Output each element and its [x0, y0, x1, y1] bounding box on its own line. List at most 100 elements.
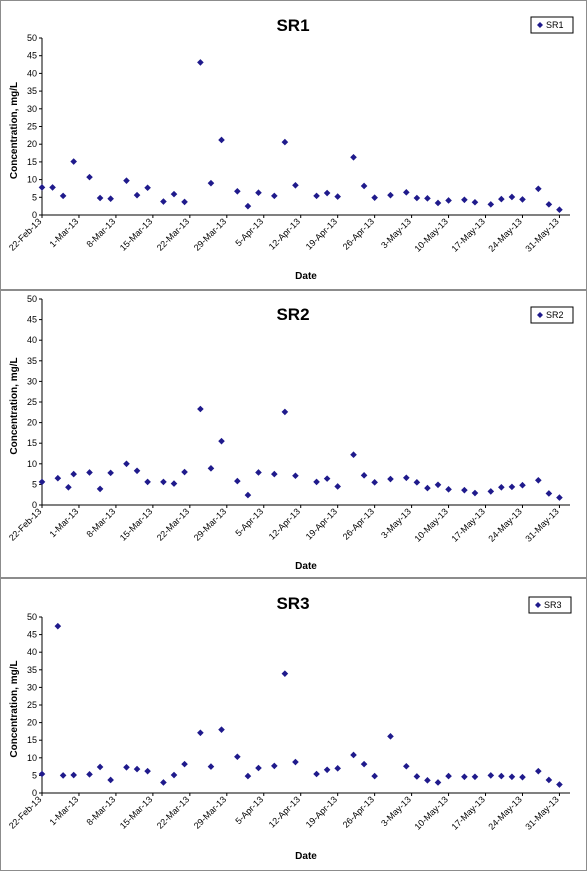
y-tick-label: 40 [27, 647, 37, 657]
x-tick-label: 10-May-13 [412, 216, 449, 253]
y-tick-label: 25 [27, 700, 37, 710]
x-tick-label: 31-May-13 [523, 216, 560, 253]
data-point [107, 776, 114, 784]
x-tick-label: 24-May-13 [486, 794, 523, 831]
data-point [424, 777, 431, 784]
data-point [434, 481, 442, 489]
data-point [123, 460, 130, 468]
data-point [49, 184, 56, 191]
data-point [107, 469, 114, 477]
data-point [360, 472, 368, 479]
data-point [244, 202, 252, 210]
y-tick-label: 45 [27, 51, 37, 61]
x-tick-label: 1-Mar-13 [47, 216, 80, 249]
chart-title: SR1 [276, 16, 309, 35]
x-tick-label: 3-May-13 [379, 506, 413, 540]
data-point [360, 760, 368, 768]
chart-svg-sr2: SR2 0 5 10 15 20 25 30 35 40 45 50 22-Feb-13 1-Mar-13… [7, 294, 574, 572]
data-point [424, 195, 431, 202]
data-point [54, 474, 62, 482]
x-tick-label: 17-May-13 [449, 794, 486, 831]
y-tick-label: 30 [27, 104, 37, 114]
legend-label: SR1 [546, 20, 564, 30]
legend-marker [535, 602, 541, 608]
data-point [271, 192, 278, 200]
y-tick-label: 45 [27, 315, 37, 325]
x-tick-label: 31-May-13 [523, 794, 560, 831]
y-tick-label: 50 [27, 612, 37, 622]
data-point [508, 773, 516, 781]
x-tick-label: 22-Mar-13 [155, 794, 191, 830]
y-tick-label: 35 [27, 665, 37, 675]
chart-title: SR2 [276, 305, 309, 324]
data-point [281, 670, 289, 677]
data-point [234, 477, 241, 485]
data-point [403, 189, 410, 196]
x-tick-label: 22-Feb-13 [7, 216, 43, 252]
data-point [181, 468, 188, 476]
data-point [403, 474, 410, 482]
data-point [487, 772, 495, 779]
data-point [197, 405, 204, 413]
x-tick-label: 17-May-13 [449, 506, 486, 543]
y-axis-title: Concentration, mg/L [9, 357, 20, 454]
y-tick-label: 0 [32, 500, 37, 510]
data-point [519, 196, 526, 203]
data-point [144, 184, 151, 192]
y-tick-label: 20 [27, 418, 37, 428]
x-tick-label: 24-May-13 [486, 506, 523, 543]
data-point [387, 191, 394, 199]
data-point [292, 472, 299, 480]
data-point [86, 173, 93, 181]
x-axis-title: Date [295, 271, 317, 282]
data-point [255, 764, 262, 772]
data-point [556, 781, 563, 788]
data-point [54, 622, 62, 630]
x-tick-label: 19-Apr-13 [304, 506, 339, 541]
data-point [371, 772, 378, 780]
data-point [556, 206, 563, 213]
y-tick-label: 5 [32, 192, 37, 202]
x-tick-label: 29-Mar-13 [192, 216, 228, 252]
data-point [334, 765, 341, 772]
x-tick-label: 15-Mar-13 [118, 506, 154, 542]
x-tick-label: 15-Mar-13 [118, 216, 154, 252]
data-point [445, 486, 452, 493]
chart-panel-sr1: SR1 0 5 10 15 20 25 30 35 40 45 50 22-Feb-13 1-Mar-13… [0, 0, 587, 290]
data-point [181, 760, 188, 768]
data-point [387, 733, 394, 740]
y-tick-label: 20 [27, 139, 37, 149]
data-point [535, 476, 542, 484]
data-point [65, 483, 72, 491]
y-tick-label: 35 [27, 356, 37, 366]
data-point [413, 773, 421, 780]
x-tick-label: 5-Apr-13 [233, 216, 265, 248]
data-point [133, 191, 141, 199]
x-tick-label: 10-May-13 [412, 794, 449, 831]
data-point [334, 483, 341, 490]
x-tick-label: 17-May-13 [449, 216, 486, 253]
y-tick-label: 25 [27, 122, 37, 132]
data-point [181, 198, 188, 206]
data-point [313, 192, 320, 200]
data-point [487, 488, 495, 495]
data-point [160, 779, 167, 786]
x-tick-label: 31-May-13 [523, 506, 560, 543]
data-point [471, 773, 479, 781]
data-point [70, 470, 77, 478]
data-point [360, 182, 368, 190]
data-point [271, 470, 278, 478]
data-point [70, 771, 77, 779]
data-point [350, 153, 357, 161]
data-point [434, 779, 442, 786]
data-point [413, 479, 421, 486]
data-point [38, 184, 46, 191]
y-tick-label: 15 [27, 735, 37, 745]
chart-svg-sr3: SR3 0 5 10 15 20 25 30 35 40 45 50 22-Feb-13 1-Mar-13… [7, 594, 572, 862]
x-tick-label: 12-Apr-13 [267, 794, 302, 829]
data-point [160, 198, 167, 205]
data-point [498, 772, 505, 780]
x-tick-label: 8-Mar-13 [84, 216, 117, 249]
x-tick-label: 5-Apr-13 [233, 794, 265, 826]
x-tick-label: 5-Apr-13 [233, 506, 265, 538]
